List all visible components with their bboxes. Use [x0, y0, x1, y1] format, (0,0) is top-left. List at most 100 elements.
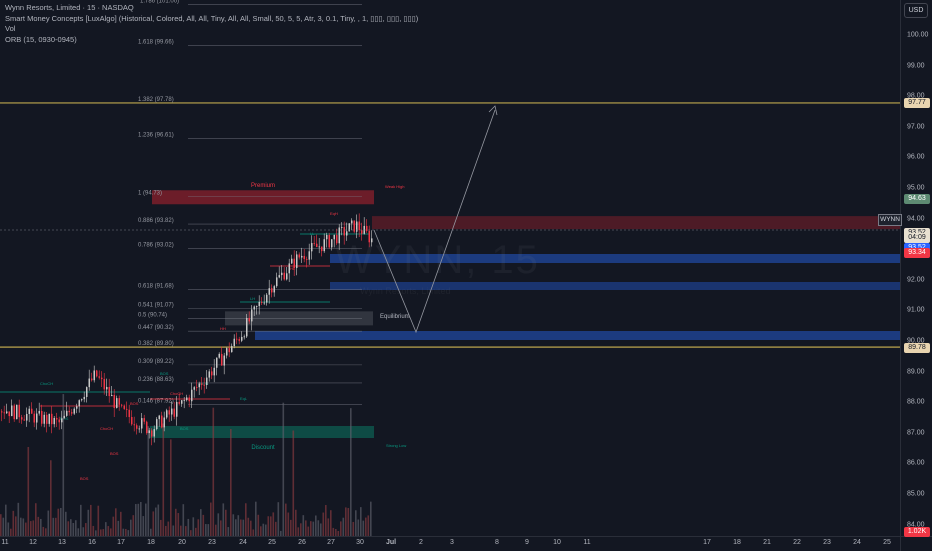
volume-bar [267, 516, 270, 536]
candle-body [66, 410, 68, 416]
candle-body [276, 277, 278, 287]
chart-canvas[interactable]: 1.786 (101.00) 1.618 (99.66) 1.382 (97.78)… [0, 0, 900, 536]
chart-legend: Wynn Resorts, Limited · 15 · NASDAQ Smar… [5, 3, 418, 45]
time-tick: 25 [268, 539, 276, 546]
candle-body [341, 227, 343, 228]
candle-body [271, 288, 273, 293]
fib-label: 0.309 (89.22) [138, 359, 174, 365]
volume-bar [0, 514, 2, 536]
volume-bar [245, 503, 247, 536]
volume-bar [205, 524, 207, 536]
price-tick: 98.00 [907, 92, 925, 100]
candle-body [68, 410, 70, 413]
price-axis[interactable]: 100.0099.0098.0097.0096.0095.0094.0093.0… [900, 0, 932, 536]
candle-body [103, 379, 105, 390]
volume-bar [182, 504, 185, 536]
time-tick: 10 [553, 539, 561, 546]
candle-body [93, 370, 95, 381]
candle-body [333, 234, 335, 240]
axis-corner[interactable]: 1.02K [900, 527, 932, 551]
candle-body [211, 371, 213, 376]
candle-body [58, 419, 60, 423]
candle-body [213, 367, 215, 376]
candle-body [116, 398, 118, 409]
volume-bar [252, 529, 255, 536]
volume-bar [350, 408, 352, 536]
volume-bar [130, 519, 132, 536]
time-tick: 27 [327, 539, 335, 546]
time-axis[interactable]: 11 12 13 16 17 18 20 23 24 25 26 27 30 Jul 2 3 8 9 10 11 17 1… [0, 536, 900, 551]
volume-bar [22, 518, 25, 536]
structure-label: LH [250, 296, 255, 301]
candle-body [321, 246, 323, 252]
volume-bar [72, 522, 75, 536]
price-tick: 92.00 [907, 276, 925, 284]
indicator-vol[interactable]: Vol [5, 24, 16, 33]
volume-bar [215, 524, 217, 536]
candle-body [281, 272, 283, 276]
volume-bar [65, 511, 67, 536]
candle-body [108, 386, 110, 397]
candle-body [316, 243, 318, 248]
volume-bar [325, 505, 327, 536]
volume-bar [77, 528, 80, 536]
volume-bar [125, 528, 127, 536]
symbol-title[interactable]: Wynn Resorts, Limited · 15 · NASDAQ [5, 3, 134, 12]
volume-bar [127, 530, 130, 536]
volume-bar [357, 519, 360, 536]
price-tick: 89.00 [907, 368, 925, 376]
volume-bar [342, 517, 345, 536]
candle-body [113, 395, 115, 409]
order-block [255, 331, 900, 340]
candle-body [28, 408, 30, 414]
volume-bar [15, 516, 17, 536]
candle-body [51, 413, 53, 425]
volume-bar [10, 528, 12, 536]
time-tick: 8 [495, 539, 499, 546]
discount-label: Discount [251, 445, 275, 451]
volume-bar [235, 519, 237, 536]
volume-bar [12, 510, 15, 536]
structure-label: LL [310, 231, 315, 236]
volume-bar [292, 430, 295, 536]
volume-bar [117, 520, 120, 536]
volume-bar [187, 518, 190, 536]
volume-bar [332, 527, 335, 536]
volume-bar [122, 528, 125, 536]
candle-body [13, 405, 15, 420]
volume-bar [42, 526, 45, 536]
projection-path [373, 109, 496, 334]
candle-body [223, 355, 225, 366]
volume-bar [100, 529, 102, 536]
price-chart[interactable]: 1.786 (101.00) 1.618 (99.66) 1.382 (97.78)… [0, 0, 900, 536]
candle-body [141, 418, 143, 429]
currency-button[interactable]: USD [904, 3, 928, 18]
volume-bar [70, 519, 72, 536]
candle-body [188, 397, 190, 402]
volume-bar [237, 515, 240, 536]
time-tick: 18 [147, 539, 155, 546]
volume-bar [335, 528, 337, 536]
time-tick: 13 [58, 539, 66, 546]
volume-bar [162, 423, 165, 536]
candle-body [156, 419, 158, 430]
volume-bar [302, 515, 305, 536]
candle-body [308, 251, 310, 260]
indicator-orb[interactable]: ORB (15, 0930-0945) [5, 34, 77, 44]
fib-label: 0.447 (90.32) [138, 325, 174, 331]
candle-body [241, 336, 243, 341]
candle-body [48, 413, 50, 424]
price-tick: 87.00 [907, 429, 925, 437]
price-tick: 97.00 [907, 123, 925, 131]
candle-body [151, 430, 153, 437]
time-tick: 24 [239, 539, 247, 546]
volume-bar [327, 518, 330, 536]
volume-bar [142, 516, 145, 536]
indicator-smc[interactable]: Smart Money Concepts [LuxAlgo] (Historic… [5, 13, 419, 23]
volume-bar [75, 520, 77, 536]
fib-label: 0.146 (87.92) [138, 399, 174, 405]
candle-body [263, 302, 265, 304]
volume-bar [55, 517, 57, 536]
volume-bar [60, 508, 62, 536]
volume-bar [137, 503, 140, 536]
